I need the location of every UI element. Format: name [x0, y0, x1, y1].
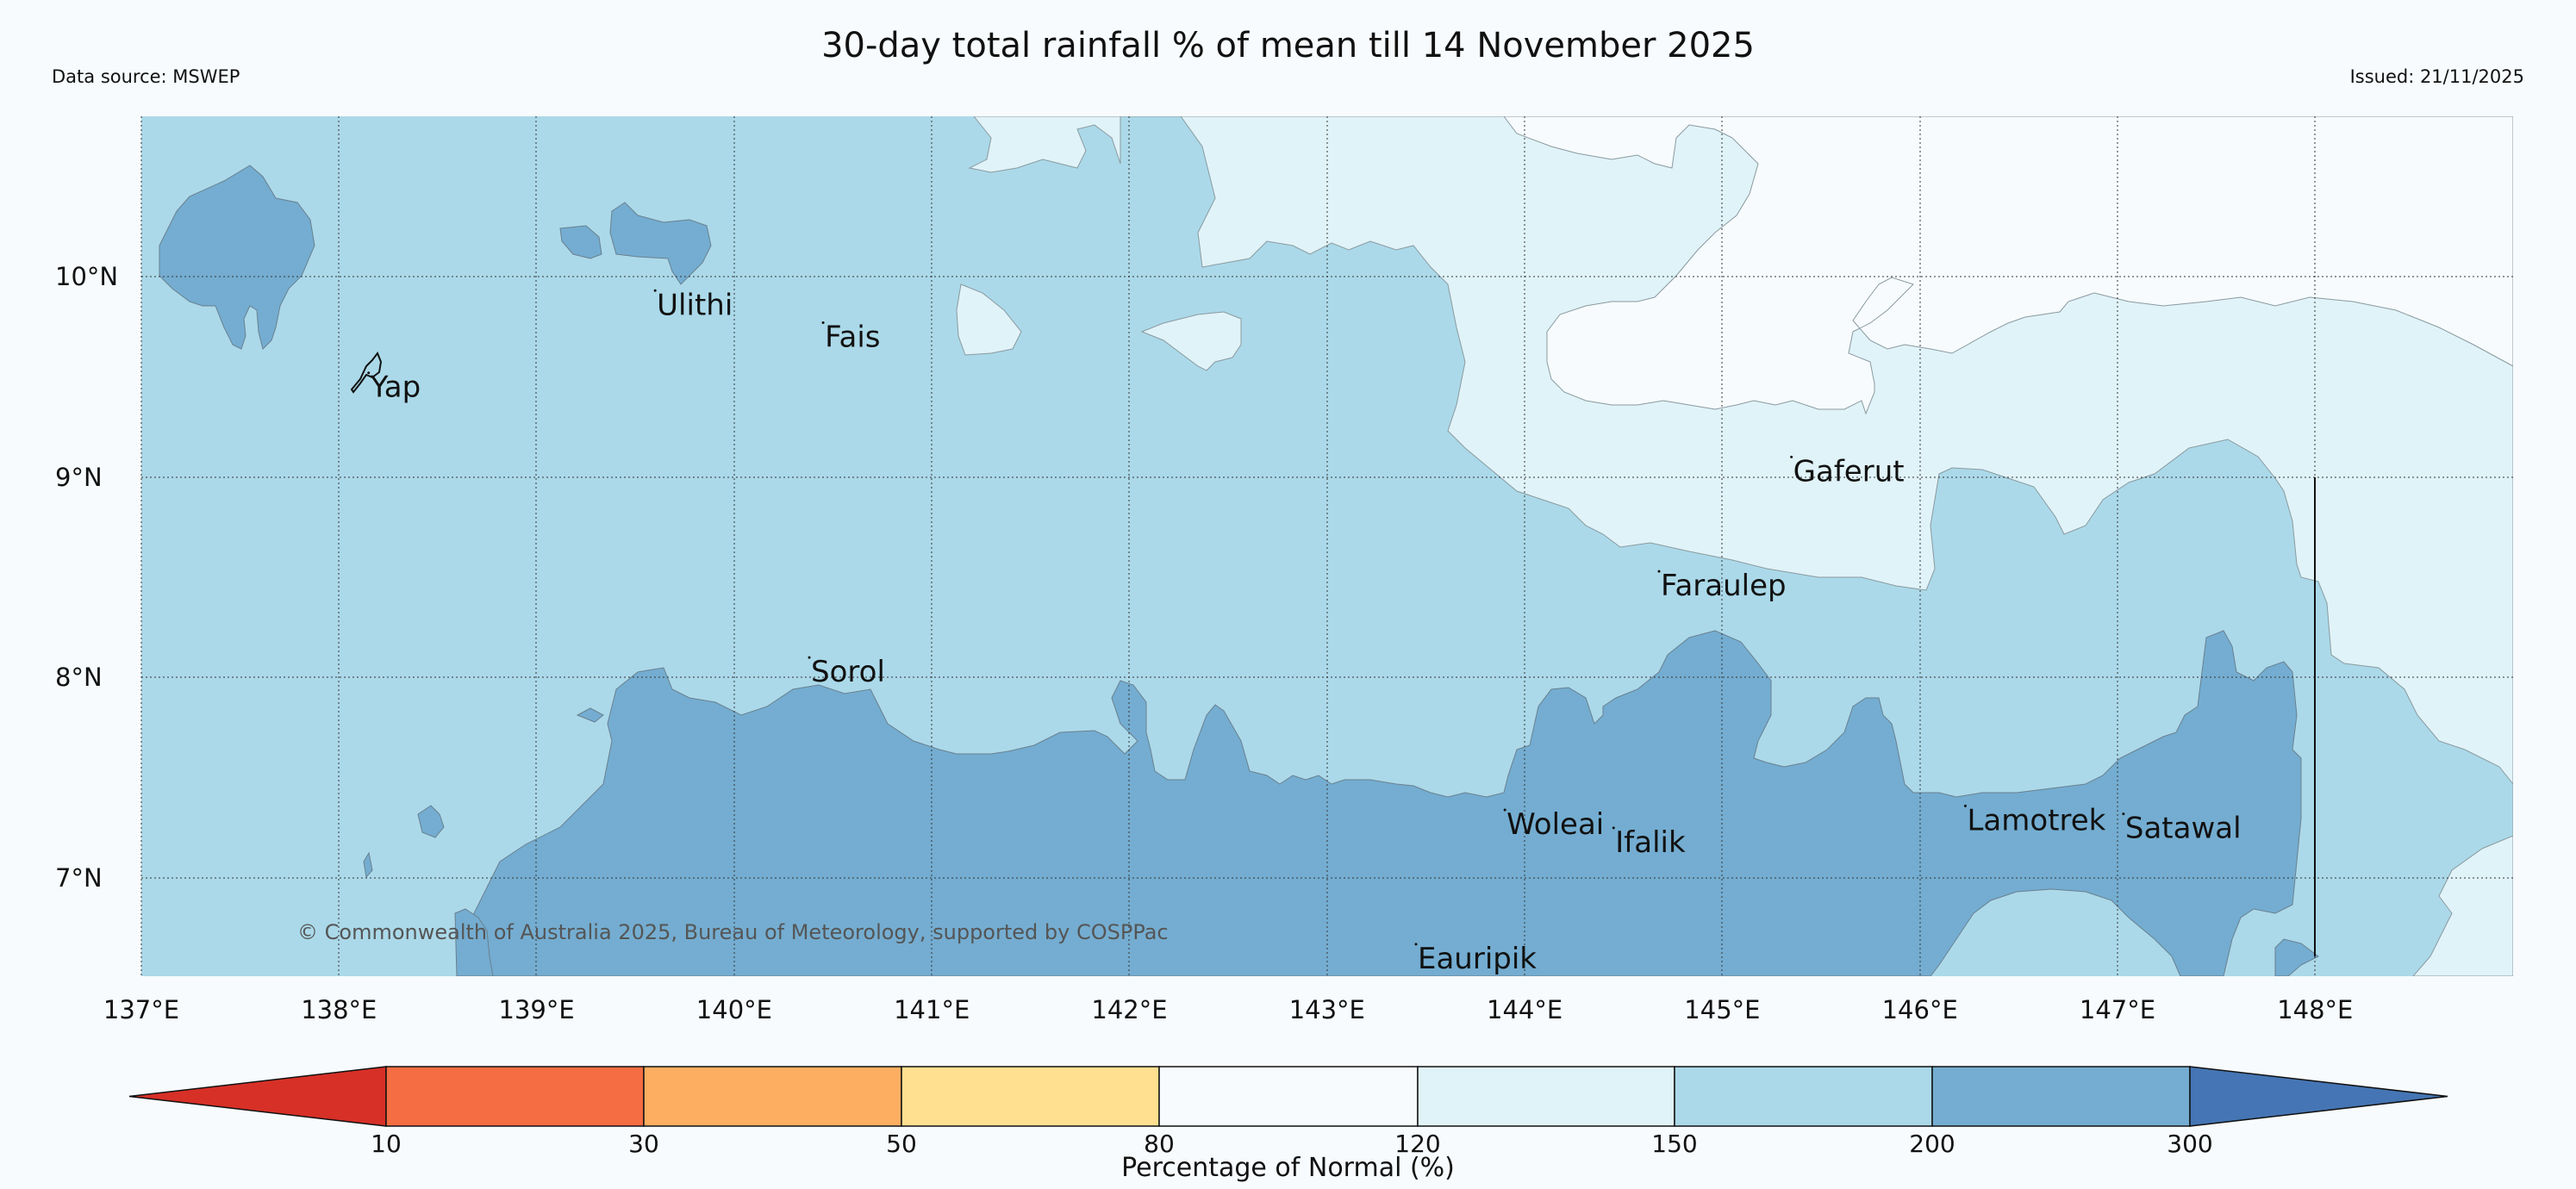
- zone-120-150-west-patch: [968, 116, 1121, 173]
- place-labels: Yap Ulithi Fais Gaferut Faraulep Sorol Woleai I…: [367, 288, 2242, 976]
- colorbar-segment: [385, 1066, 645, 1127]
- y-tick-label: 7°N: [55, 863, 103, 893]
- place-label-eauripik: Eauripik: [1418, 942, 1537, 976]
- yap-island: [350, 351, 383, 394]
- x-tick-label: 142°E: [1091, 995, 1168, 1024]
- place-label-ulithi: Ulithi: [657, 288, 733, 322]
- place-marker: [821, 321, 825, 325]
- place-label-satawal: Satawal: [2125, 812, 2242, 846]
- x-tick-label: 143°E: [1288, 995, 1365, 1024]
- x-tick-label: 141°E: [894, 995, 970, 1024]
- colorbar-segment: [643, 1066, 902, 1127]
- y-tick-label: 8°N: [55, 663, 103, 693]
- data-source: Data source: MSWEP: [52, 66, 240, 87]
- place-marker: [1612, 826, 1615, 830]
- zone-200-300-south: [456, 630, 2302, 976]
- x-tick-label: 145°E: [1684, 995, 1761, 1024]
- x-tick-label: 146°E: [1881, 995, 1958, 1024]
- colorbar-segment: [1931, 1066, 2191, 1127]
- copyright-text: © Commonwealth of Australia 2025, Bureau…: [297, 920, 1169, 944]
- x-tick-label: 140°E: [695, 995, 772, 1024]
- place-label-gaferut: Gaferut: [1793, 454, 1905, 489]
- zone-200-300-ulithi: [609, 202, 712, 285]
- place-label-lamotrek: Lamotrek: [1967, 803, 2105, 837]
- place-label-woleai: Woleai: [1506, 807, 1604, 842]
- colorbar-tick-label: 10: [371, 1130, 402, 1158]
- place-marker: [1657, 570, 1661, 573]
- place-label-yap: Yap: [370, 370, 421, 405]
- x-tick-label: 147°E: [2079, 995, 2156, 1024]
- x-tick-label: 139°E: [498, 995, 575, 1024]
- issued-date: Issued: 21/11/2025: [2349, 66, 2524, 87]
- place-marker: [1790, 455, 1793, 458]
- zone-120-150-mid-patch: [1140, 311, 1242, 371]
- colorbar-segment: [128, 1066, 387, 1127]
- zone-200-300-southwest: [454, 908, 494, 976]
- colorbar-title: Percentage of Normal (%): [1121, 1153, 1455, 1183]
- colorbar-segment: [1158, 1066, 1419, 1127]
- zone-120-150: [974, 116, 2513, 976]
- map-title: 30-day total rainfall % of mean till 14 …: [821, 26, 1755, 65]
- colorbar-segment: [901, 1066, 1160, 1127]
- place-marker: [808, 656, 811, 659]
- colorbar-tick-label: 120: [1394, 1130, 1441, 1158]
- colorbar-segment: [1417, 1066, 1675, 1127]
- zone-80-120: [1503, 116, 2513, 415]
- place-label-faraulep: Faraulep: [1661, 569, 1787, 603]
- graticule: [140, 116, 2513, 976]
- zone-200-300-dot-a: [417, 805, 445, 838]
- colorbar-segment: [2189, 1066, 2448, 1127]
- zone-200-300-dot-c: [363, 851, 373, 879]
- x-tick-label: 144°E: [1487, 995, 1563, 1024]
- colorbar-tick-label: 50: [886, 1130, 917, 1158]
- place-label-ifalik: Ifalik: [1615, 825, 1686, 860]
- y-tick-label: 10°N: [55, 262, 119, 291]
- colorbar-tick-label: 300: [2167, 1130, 2213, 1158]
- zone-200-300-yap-north: [159, 165, 315, 350]
- x-tick-label: 138°E: [301, 995, 377, 1024]
- zone-200-300-ulithi-west: [559, 225, 602, 259]
- zone-200-300-lamotrek: [2274, 938, 2319, 976]
- rainfall-shading: [141, 116, 2513, 976]
- place-marker: [367, 371, 371, 375]
- place-label-sorol: Sorol: [811, 655, 885, 689]
- x-tick-label: 137°E: [103, 995, 180, 1024]
- colorbar-tick-label: 80: [1144, 1130, 1175, 1158]
- place-marker: [653, 289, 657, 292]
- place-marker: [1963, 804, 1967, 807]
- colorbar-tick-label: 200: [1909, 1130, 1955, 1158]
- place-marker: [1414, 943, 1418, 946]
- colorbar-tick-label: 30: [628, 1130, 659, 1158]
- place-marker: [1503, 808, 1506, 812]
- y-tick-label: 9°N: [55, 462, 103, 492]
- zone-200-300-dot-b: [576, 707, 604, 723]
- colorbar-tick-label: 150: [1651, 1130, 1698, 1158]
- x-tick-label: 148°E: [2277, 995, 2354, 1024]
- place-label-fais: Fais: [825, 321, 880, 355]
- place-marker: [2122, 812, 2125, 816]
- colorbar: [128, 1066, 2448, 1127]
- colorbar-segment: [1674, 1066, 1933, 1127]
- zone-120-150-fais-patch: [956, 283, 1022, 356]
